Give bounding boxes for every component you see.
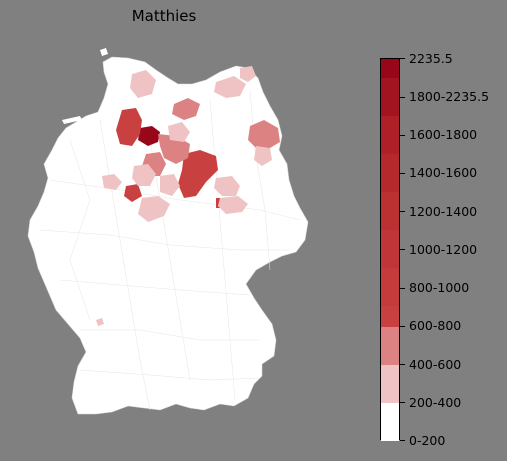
colorbar-tick — [400, 288, 405, 289]
colorbar-tick — [400, 440, 405, 441]
region-b — [116, 108, 142, 146]
island — [62, 116, 82, 124]
colorbar-bin — [381, 116, 399, 154]
colorbar-bin — [381, 192, 399, 230]
region-d — [248, 120, 280, 148]
colorbar-tick — [400, 97, 405, 98]
colorbar-bin — [381, 78, 399, 116]
region-h — [138, 196, 170, 222]
colorbar-tick-label: 1800-2235.5 — [409, 89, 490, 104]
colorbar-bin — [381, 59, 399, 78]
region-c2 — [124, 184, 142, 202]
colorbar-bin — [381, 230, 399, 268]
region-f2 — [214, 76, 246, 98]
colorbar-tick-label: 400-600 — [409, 357, 462, 372]
region-c — [178, 150, 218, 198]
colorbar-tick-label: 600-800 — [409, 318, 462, 333]
district-borders — [39, 89, 301, 411]
colorbar-tick-label: 1600-1800 — [409, 127, 478, 142]
colorbar-tick — [400, 402, 405, 403]
colorbar-tick-label: 1000-1200 — [409, 242, 478, 257]
colorbar-tick-label: 2235.5 — [409, 51, 453, 66]
colorbar-bin — [381, 306, 399, 327]
colorbar-tick-label: 1400-1600 — [409, 165, 478, 180]
colorbar-tick — [400, 211, 405, 212]
region-g2 — [218, 196, 248, 214]
colorbar-tick-label: 200-400 — [409, 395, 462, 410]
colorbar-tick-label: 0-200 — [409, 433, 446, 448]
region-e — [172, 98, 200, 120]
region-h2 — [102, 174, 122, 190]
colorbar-tick-label: 800-1000 — [409, 280, 470, 295]
region-f3 — [240, 66, 256, 82]
island — [100, 48, 108, 56]
colorbar-tick — [400, 326, 405, 327]
region-f — [130, 70, 156, 98]
map-title: Matthies — [131, 7, 197, 25]
region-h6 — [96, 318, 104, 326]
colorbar-bin — [381, 268, 399, 306]
region-f4 — [254, 146, 272, 166]
colorbar-bin — [381, 403, 399, 441]
colorbar-tick — [400, 249, 405, 250]
colorbar-bin — [381, 327, 399, 365]
region-a — [138, 126, 160, 146]
colorbar — [380, 58, 400, 441]
region-h4 — [160, 174, 180, 196]
colorbar-tick — [400, 58, 405, 59]
colorbar-bin — [381, 154, 399, 192]
colorbar-tick — [400, 135, 405, 136]
region-g — [214, 176, 240, 196]
colorbar-tick — [400, 173, 405, 174]
region-h3 — [132, 164, 156, 186]
colorbar-tick — [400, 364, 405, 365]
region-h5 — [168, 122, 190, 142]
colorbar-tick-label: 1200-1400 — [409, 204, 478, 219]
germany-outline — [27, 56, 309, 415]
colorbar-bin — [381, 365, 399, 403]
